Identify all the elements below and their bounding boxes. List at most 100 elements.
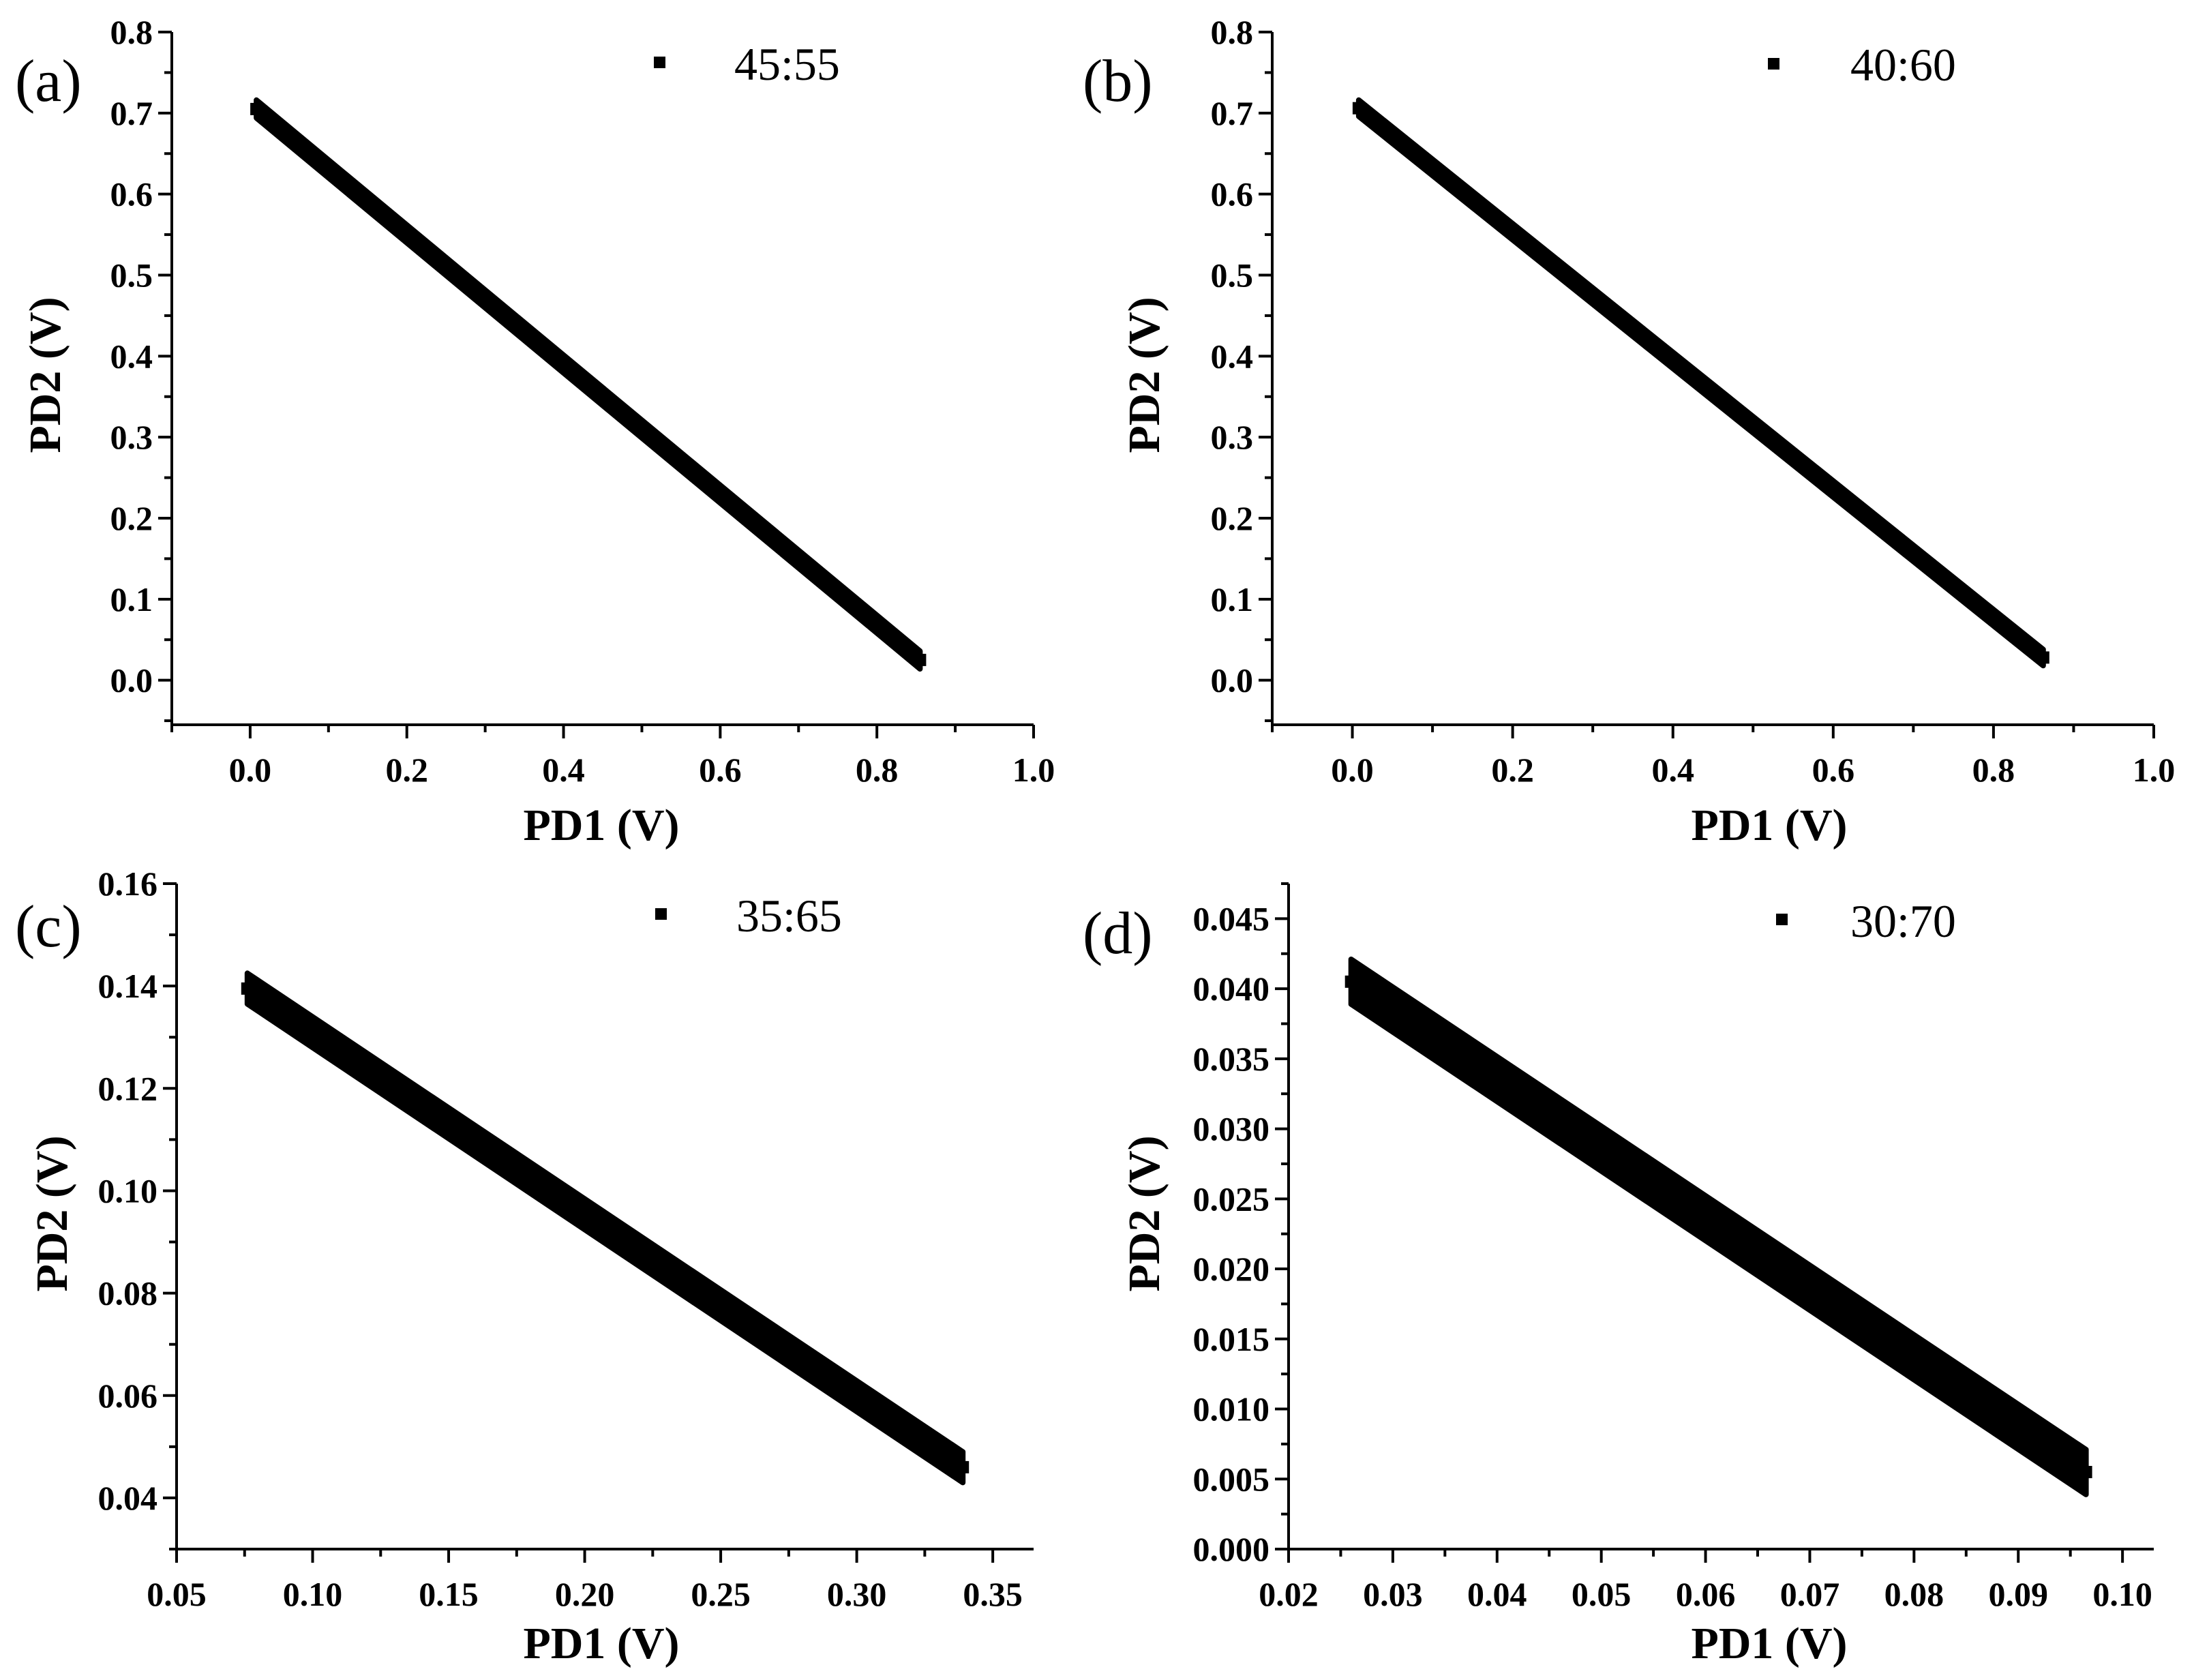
legend-marker-d bbox=[1776, 914, 1788, 925]
data-point-a-2 bbox=[400, 228, 413, 241]
panel-label-a: (a) bbox=[15, 48, 82, 115]
x-tick-label-d-1: 0.03 bbox=[1363, 1575, 1423, 1613]
data-point-d-3 bbox=[1699, 1212, 1712, 1225]
y-tick-label-b-1: 0.1 bbox=[1211, 580, 1254, 618]
panel-b: (b) 0.0 0.2 0.4 0.6 0.8 1.0 0.0 0.1 0.2 0.3 0.4 0.5… bbox=[1083, 13, 2175, 850]
data-point-b-5 bbox=[1747, 419, 1760, 432]
y-tick-label-d-7: 0.035 bbox=[1193, 1040, 1270, 1078]
data-point-b-0 bbox=[1352, 102, 1365, 115]
x-tick-label-b-4: 0.8 bbox=[1972, 751, 2015, 789]
y-tick-label-a-4: 0.4 bbox=[110, 337, 153, 375]
data-point-c-0 bbox=[241, 982, 254, 995]
y-tick-label-b-5: 0.5 bbox=[1211, 256, 1254, 294]
plot-area-c: 0.05 0.10 0.15 0.20 0.25 0.30 0.35 0.04 0.06 0.08… bbox=[98, 865, 1034, 1613]
data-point-b-8 bbox=[1987, 611, 2000, 623]
x-tick-label-d-0: 0.02 bbox=[1259, 1575, 1319, 1613]
y-tick-label-d-0: 0.000 bbox=[1193, 1530, 1270, 1568]
data-point-b-1 bbox=[1426, 161, 1439, 174]
y-tick-label-a-8: 0.8 bbox=[110, 13, 153, 51]
x-tick-label-b-1: 0.2 bbox=[1491, 751, 1534, 789]
panel-d: (d) 0.02 0.03 0.04 0.05 0.06 0.07 0.08 0.09 0.10… bbox=[1083, 882, 2154, 1668]
data-point-c-6 bbox=[957, 1460, 970, 1473]
y-tick-label-b-7: 0.7 bbox=[1211, 94, 1254, 132]
data-point-a-0 bbox=[250, 102, 263, 115]
panel-label-c: (c) bbox=[15, 894, 82, 960]
x-tick-label-b-5: 1.0 bbox=[2133, 751, 2176, 789]
legend-text-b: 40:60 bbox=[1850, 39, 1956, 91]
data-point-a-4 bbox=[557, 358, 570, 371]
x-tick-label-b-2: 0.4 bbox=[1651, 751, 1694, 789]
y-tick-label-d-4: 0.020 bbox=[1193, 1250, 1270, 1288]
y-tick-label-a-5: 0.5 bbox=[110, 256, 153, 294]
data-point-b-2 bbox=[1506, 225, 1519, 238]
x-tick-label-c-4: 0.25 bbox=[691, 1575, 751, 1613]
y-tick-label-d-6: 0.030 bbox=[1193, 1110, 1270, 1148]
x-tick-label-d-3: 0.05 bbox=[1572, 1575, 1632, 1613]
x-tick-label-d-6: 0.08 bbox=[1884, 1575, 1944, 1613]
y-tick-label-c-5: 0.14 bbox=[98, 967, 158, 1005]
data-point-d-2 bbox=[1595, 1143, 1608, 1156]
data-point-c-1 bbox=[306, 1025, 319, 1038]
x-tick-label-d-5: 0.07 bbox=[1780, 1575, 1840, 1613]
data-point-b-6 bbox=[1827, 483, 1839, 496]
y-tick-label-b-2: 0.2 bbox=[1211, 499, 1254, 537]
x-tick-label-a-0: 0.0 bbox=[229, 751, 272, 789]
x-axis-title-d: PD1 (V) bbox=[1691, 1619, 1847, 1668]
x-tick-label-c-6: 0.35 bbox=[963, 1575, 1023, 1613]
legend-marker-b bbox=[1768, 58, 1779, 70]
y-tick-label-d-2: 0.010 bbox=[1193, 1390, 1270, 1428]
data-point-d-1 bbox=[1490, 1072, 1503, 1085]
y-tick-label-b-6: 0.6 bbox=[1211, 175, 1254, 213]
y-tick-label-c-2: 0.08 bbox=[98, 1274, 158, 1312]
y-axis-title-d: PD2 (V) bbox=[1119, 1135, 1169, 1291]
plot-area-d: 0.02 0.03 0.04 0.05 0.06 0.07 0.08 0.09 0.10 0.00… bbox=[1193, 882, 2154, 1613]
data-point-d-7 bbox=[2079, 1466, 2092, 1478]
legend-text-a: 45:55 bbox=[734, 38, 840, 90]
x-tick-label-d-8: 0.10 bbox=[2092, 1575, 2152, 1613]
panel-label-d: (d) bbox=[1083, 901, 1153, 967]
data-point-b-4 bbox=[1666, 354, 1679, 367]
y-tick-label-c-6: 0.16 bbox=[98, 865, 158, 903]
y-tick-label-a-0: 0.0 bbox=[110, 661, 153, 700]
data-point-d-4 bbox=[1803, 1282, 1816, 1295]
plot-area-a: 0.0 0.2 0.4 0.6 0.8 1.0 0.0 0.1 0.2 0.3 0.4 0.5 0.6 0… bbox=[110, 13, 1055, 789]
x-axis-title-b: PD1 (V) bbox=[1691, 800, 1847, 850]
data-band-d bbox=[1348, 957, 2089, 1497]
data-point-b-9 bbox=[2037, 651, 2049, 664]
x-tick-label-a-1: 0.2 bbox=[385, 751, 428, 789]
x-tick-label-d-7: 0.09 bbox=[1988, 1575, 2048, 1613]
data-point-a-1 bbox=[322, 164, 335, 176]
y-tick-label-c-1: 0.06 bbox=[98, 1377, 158, 1415]
legend-text-c: 35:65 bbox=[736, 890, 842, 942]
data-point-d-0 bbox=[1344, 975, 1357, 988]
panel-label-b: (b) bbox=[1083, 48, 1153, 115]
data-point-a-8 bbox=[871, 617, 884, 630]
data-point-a-9 bbox=[914, 653, 927, 666]
data-point-c-4 bbox=[715, 1300, 727, 1312]
y-tick-label-d-1: 0.005 bbox=[1193, 1460, 1270, 1498]
x-tick-label-a-4: 0.8 bbox=[856, 751, 899, 789]
y-tick-label-c-4: 0.12 bbox=[98, 1069, 158, 1107]
y-tick-label-a-7: 0.7 bbox=[110, 94, 153, 132]
x-tick-label-a-2: 0.4 bbox=[542, 751, 585, 789]
y-tick-label-a-2: 0.2 bbox=[110, 499, 153, 537]
x-tick-label-b-3: 0.6 bbox=[1812, 751, 1855, 789]
x-tick-label-c-2: 0.15 bbox=[419, 1575, 479, 1613]
legend-marker-c bbox=[655, 908, 667, 920]
data-point-d-6 bbox=[2012, 1420, 2025, 1432]
y-tick-label-d-3: 0.015 bbox=[1193, 1320, 1270, 1358]
x-tick-label-c-1: 0.10 bbox=[283, 1575, 343, 1613]
panel-c: (c) 0.05 0.10 0.15 0.20 0.25 0.30 0.35 0.04 0.06… bbox=[15, 865, 1034, 1668]
data-point-a-6 bbox=[714, 487, 727, 500]
x-tick-label-a-5: 1.0 bbox=[1012, 751, 1055, 789]
x-axis-title-a: PD1 (V) bbox=[523, 800, 679, 850]
data-point-a-3 bbox=[479, 293, 492, 306]
y-tick-label-c-3: 0.10 bbox=[98, 1171, 158, 1210]
x-tick-label-a-3: 0.6 bbox=[699, 751, 742, 789]
data-point-c-3 bbox=[578, 1208, 591, 1220]
x-tick-label-c-3: 0.20 bbox=[555, 1575, 615, 1613]
data-point-b-7 bbox=[1907, 547, 1920, 560]
x-tick-label-b-0: 0.0 bbox=[1331, 751, 1374, 789]
